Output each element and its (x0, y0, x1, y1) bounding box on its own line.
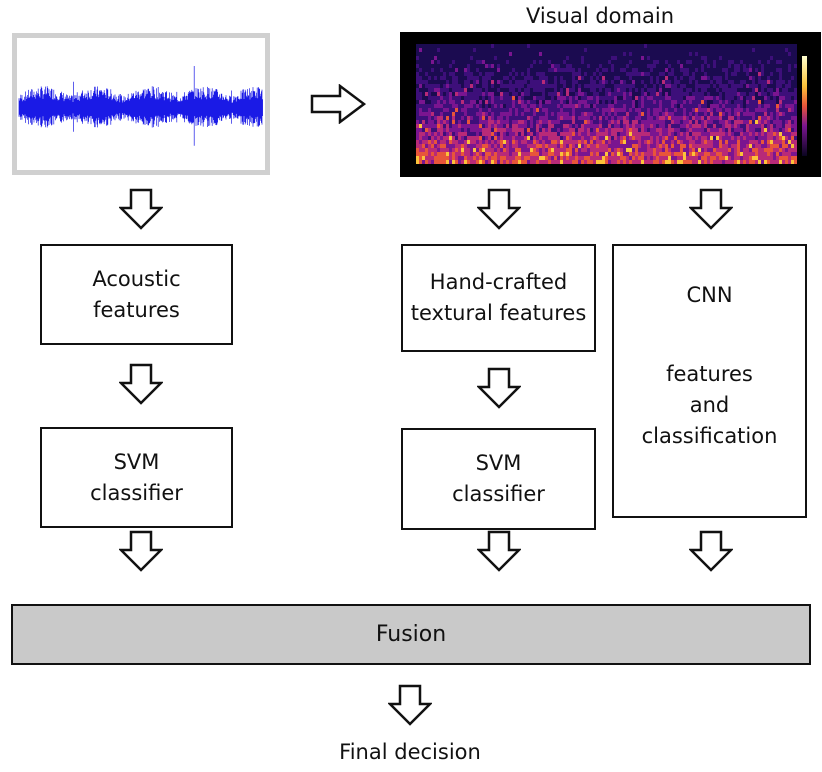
svm-classifier-box: SVM classifier (40, 427, 233, 528)
fusion-box: Fusion (11, 604, 811, 665)
box-label-line: and (689, 393, 730, 417)
colorbar (802, 56, 807, 156)
acoustic-features-box: Acoustic features (40, 244, 233, 345)
down-arrow-icon (689, 188, 733, 230)
waveform-trace (18, 66, 263, 146)
box-label-line: SVM (113, 449, 160, 474)
box-label-line: Hand-crafted (429, 270, 568, 294)
box-label-line: classifier (452, 482, 545, 506)
spectrogram-image (400, 32, 821, 177)
box-label-line: Acoustic (92, 266, 181, 291)
fusion-label: Fusion (375, 622, 447, 647)
box-label-line: SVM (475, 451, 522, 475)
down-arrow-icon (388, 684, 432, 726)
final-decision-label: Final decision (339, 740, 481, 764)
right-arrow-icon (310, 84, 366, 124)
textural-features-box: Hand-crafted textural features (401, 244, 596, 352)
down-arrow-icon (477, 530, 521, 572)
cnn-box: CNN features and classification (612, 244, 807, 518)
down-arrow-icon (477, 188, 521, 230)
box-label-line: classification (641, 424, 778, 448)
down-arrow-icon (689, 530, 733, 572)
visual-domain-label: Visual domain (525, 4, 674, 28)
cnn-title: CNN (686, 283, 733, 307)
down-arrow-icon (477, 367, 521, 409)
box-label-line: textural features (410, 301, 587, 325)
box-label-line: features (93, 297, 180, 322)
down-arrow-icon (119, 363, 163, 405)
down-arrow-icon (119, 188, 163, 230)
down-arrow-icon (119, 530, 163, 572)
box-label-line: classifier (90, 480, 183, 505)
box-label-line: features (666, 362, 753, 386)
svm-classifier-box: SVM classifier (401, 428, 596, 530)
waveform-image (12, 33, 270, 175)
